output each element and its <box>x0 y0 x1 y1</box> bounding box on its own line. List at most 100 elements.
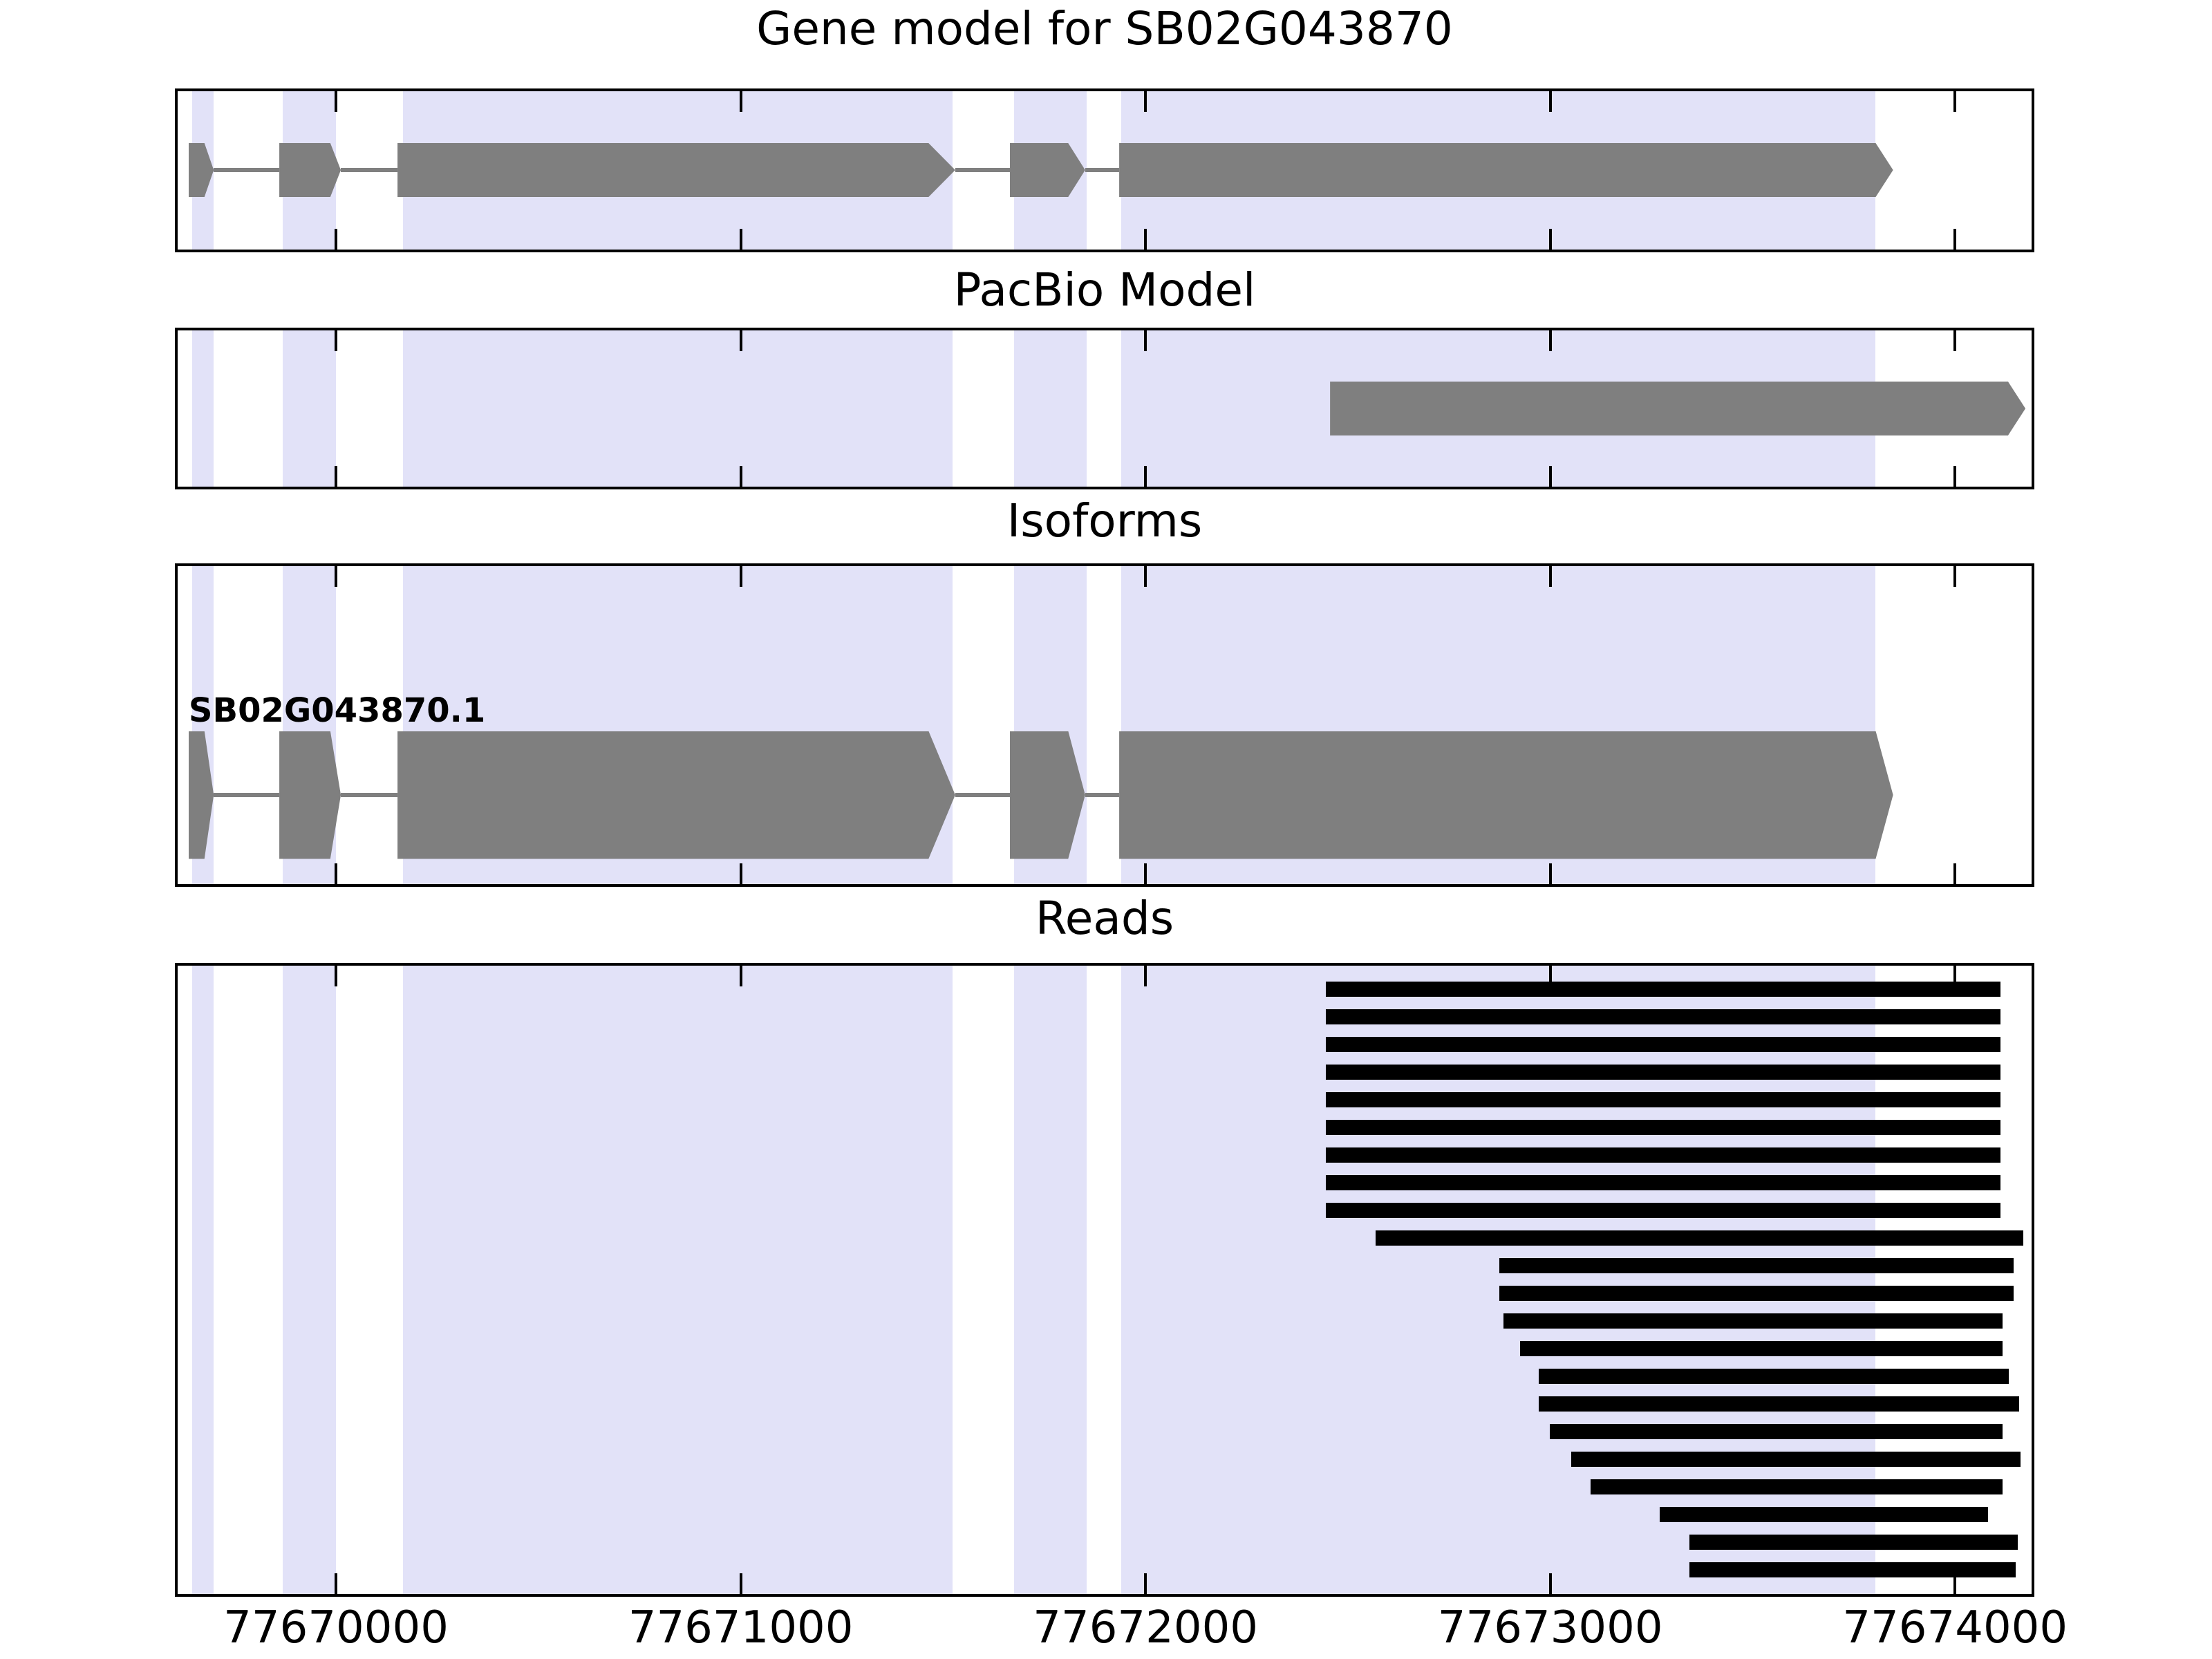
exon-glyph <box>397 731 955 859</box>
exon-glyph <box>1009 731 1085 859</box>
axis-tick <box>335 966 338 986</box>
read-bar <box>1520 1341 2003 1356</box>
axis-tick <box>335 863 338 884</box>
intron-line <box>341 793 398 797</box>
axis-tick <box>1144 229 1147 250</box>
x-axis-tick-label: 77671000 <box>628 1602 854 1653</box>
axis-tick <box>1548 466 1552 487</box>
axis-tick <box>1144 1573 1147 1594</box>
axis-tick <box>739 966 742 986</box>
exon-glyph <box>1119 731 1893 859</box>
axis-tick <box>1953 863 1957 884</box>
x-axis-tick-label: 77673000 <box>1437 1602 1663 1653</box>
read-bar <box>1326 1009 2001 1024</box>
axis-tick <box>1144 863 1147 884</box>
intron-line <box>214 168 280 172</box>
exon-highlight-band <box>192 965 214 1595</box>
axis-tick <box>1548 966 1552 986</box>
axis-tick <box>1144 466 1147 487</box>
read-bar <box>1550 1424 2003 1439</box>
exon-highlight-band <box>1121 965 1876 1595</box>
intron-line <box>1085 793 1120 797</box>
title-pacbio-model: PacBio Model <box>953 263 1256 317</box>
axis-tick <box>739 91 742 112</box>
axis-tick <box>1953 330 1957 351</box>
axis-tick <box>1548 1573 1552 1594</box>
isoform-label: SB02G043870.1 <box>188 691 486 730</box>
read-bar <box>1539 1369 2009 1384</box>
intron-line <box>1085 168 1120 172</box>
read-bar <box>1689 1535 2018 1550</box>
read-bar <box>1660 1507 1989 1522</box>
axis-tick <box>335 566 338 587</box>
read-bar <box>1376 1230 2023 1246</box>
axis-tick <box>739 466 742 487</box>
axis-tick <box>1144 330 1147 351</box>
axis-tick <box>335 229 338 250</box>
exon-highlight-band <box>1014 330 1087 487</box>
axis-tick <box>1144 91 1147 112</box>
exon-highlight-band <box>283 965 337 1595</box>
intron-line <box>214 793 280 797</box>
axis-tick <box>739 566 742 587</box>
read-bar <box>1503 1313 2003 1329</box>
title-isoforms: Isoforms <box>1006 494 1203 547</box>
read-bar <box>1499 1286 2014 1301</box>
axis-tick <box>739 863 742 884</box>
exon-highlight-band <box>192 330 214 487</box>
axis-tick <box>1953 91 1957 112</box>
pacbio-arrow <box>1330 382 2026 435</box>
track-pacbio-model <box>175 328 2034 489</box>
exon-glyph <box>1009 143 1085 197</box>
exon-highlight-band <box>403 330 953 487</box>
axis-tick <box>335 466 338 487</box>
axis-tick <box>1144 966 1147 986</box>
read-bar <box>1326 982 2001 997</box>
read-bar <box>1326 1175 2001 1190</box>
read-bar <box>1571 1452 2021 1467</box>
exon-highlight-band <box>283 330 337 487</box>
read-bar <box>1326 1147 2001 1163</box>
exon-highlight-band <box>403 965 953 1595</box>
axis-tick <box>1953 966 1957 986</box>
intron-line <box>341 168 398 172</box>
axis-tick <box>1548 330 1552 351</box>
axis-tick <box>739 330 742 351</box>
axis-tick <box>335 1573 338 1594</box>
track-reads <box>175 963 2034 1597</box>
title-reads: Reads <box>1035 892 1174 945</box>
exon-highlight-band <box>1014 965 1087 1595</box>
axis-tick <box>1548 229 1552 250</box>
intron-line <box>955 793 1010 797</box>
x-axis-tick-label: 77672000 <box>1033 1602 1258 1653</box>
exon-glyph <box>279 143 341 197</box>
read-bar <box>1591 1479 2003 1494</box>
axis-tick <box>1953 566 1957 587</box>
read-bar <box>1326 1092 2001 1107</box>
axis-tick <box>1548 566 1552 587</box>
track-gene-model <box>175 88 2034 252</box>
axis-tick <box>1548 863 1552 884</box>
read-bar <box>1326 1065 2001 1080</box>
axis-tick <box>739 1573 742 1594</box>
axis-tick <box>739 229 742 250</box>
track-isoforms: SB02G043870.1 <box>175 563 2034 887</box>
x-axis-tick-label: 77674000 <box>1842 1602 2068 1653</box>
axis-tick <box>1953 1573 1957 1594</box>
axis-tick <box>1144 566 1147 587</box>
x-axis-tick-label: 77670000 <box>223 1602 449 1653</box>
read-bar <box>1326 1120 2001 1135</box>
axis-tick <box>1953 466 1957 487</box>
axis-tick <box>335 330 338 351</box>
axis-tick <box>1548 91 1552 112</box>
read-bar <box>1689 1562 2016 1577</box>
axis-tick <box>1953 229 1957 250</box>
exon-glyph <box>279 731 341 859</box>
read-bar <box>1499 1258 2014 1273</box>
exon-glyph <box>1119 143 1893 197</box>
axis-tick <box>335 91 338 112</box>
exon-glyph <box>397 143 955 197</box>
read-bar <box>1326 1037 2001 1052</box>
title-gene-model: Gene model for SB02G043870 <box>756 2 1453 55</box>
